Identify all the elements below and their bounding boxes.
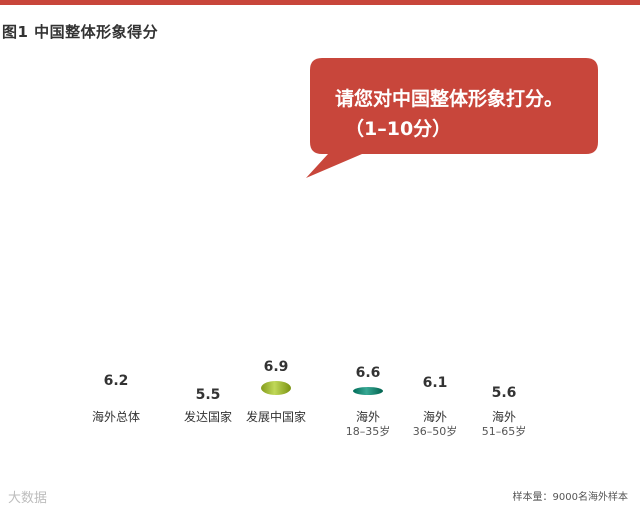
category-label-5-0: 海外 <box>492 409 516 424</box>
category-label-0-0: 海外总体 <box>92 409 140 424</box>
bar-value-label-1: 5.5 <box>196 387 221 403</box>
figure-title: 图1 中国整体形象得分 <box>2 23 159 41</box>
question-line-1: 请您对中国整体形象打分。 <box>335 88 564 110</box>
question-line-2: （1–10分） <box>345 118 452 140</box>
category-label-2-0: 发展中国家 <box>246 409 306 424</box>
category-label-1-0: 发达国家 <box>184 409 232 424</box>
bar-value-label-4: 6.1 <box>423 375 448 391</box>
category-label-4-1: 36–50岁 <box>413 424 458 438</box>
question-text: 请您对中国整体形象打分。 （1–10分） <box>335 84 575 144</box>
category-label-4-0: 海外 <box>423 409 447 424</box>
bar-2 <box>261 381 291 395</box>
bar-value-label-2: 6.9 <box>264 359 289 375</box>
bar-value-label-5: 5.6 <box>492 385 517 401</box>
category-label-5-1: 51–65岁 <box>482 424 527 438</box>
sample-size-footnote: 样本量：9000名海外样本 <box>512 492 628 503</box>
bar-value-label-3: 6.6 <box>356 365 381 381</box>
bars-layer: 6.2海外总体5.5发达国家6.9发展中国家6.6海外18–35岁6.1海外36… <box>92 359 526 438</box>
bar-value-label-0: 6.2 <box>104 373 129 389</box>
watermark-logo: 大数据 <box>8 491 48 506</box>
bar-3 <box>353 387 383 395</box>
category-label-3-1: 18–35岁 <box>346 424 391 438</box>
top-accent-rule <box>0 0 640 5</box>
category-label-3-0: 海外 <box>356 409 380 424</box>
